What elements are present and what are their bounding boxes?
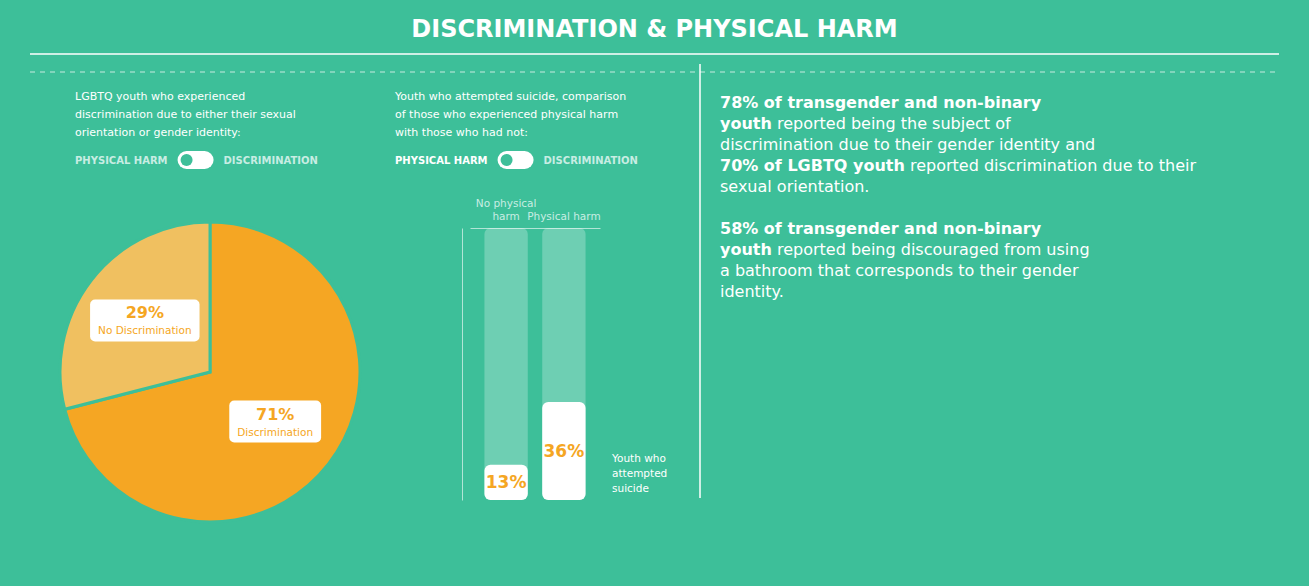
- paragraph-line: youth reported being discouraged from us…: [720, 240, 1090, 259]
- data-label: 13%: [486, 472, 527, 492]
- label-box: [229, 401, 321, 443]
- toggle-label: PHYSICAL HARM: [395, 155, 488, 166]
- toggle-row: PHYSICAL HARM DISCRIMINATION: [75, 151, 318, 169]
- bar-track: [484, 228, 527, 500]
- annotation: youth: [720, 240, 772, 259]
- pie-slice: [60, 222, 210, 409]
- category-label: Discrimination: [237, 426, 313, 438]
- data-label: 36%: [544, 441, 585, 461]
- bars: [484, 228, 585, 500]
- dashed-line: [30, 71, 1279, 72]
- chart-svg: DISCRIMINATION & PHYSICAL HARM LGBTQ yout…: [0, 0, 1309, 586]
- data-label: 71%: [256, 405, 294, 424]
- annotation: 58% of transgender and non-binary: [720, 219, 1042, 238]
- annotation: reported being discouraged from using: [772, 240, 1090, 259]
- toggle-knob: [501, 154, 513, 166]
- tick-label: Physical harm: [527, 210, 601, 222]
- divider-line: [699, 64, 701, 498]
- bar: [542, 402, 585, 500]
- bar-track: [542, 228, 585, 500]
- paragraph-line: youth reported being the subject of: [720, 114, 1011, 133]
- annotation: reported discrimination due to their: [905, 156, 1197, 175]
- annotation: youth: [720, 114, 772, 133]
- axis-label: Youth whoattemptedsuicide: [611, 452, 667, 494]
- paragraph-line: a bathroom that corresponds to their gen…: [720, 261, 1079, 280]
- axis-line: [462, 229, 463, 501]
- toggle-row: PHYSICAL HARM DISCRIMINATION: [395, 151, 638, 169]
- y-axis: [462, 229, 463, 501]
- data-label: 29%: [126, 303, 164, 322]
- pie-label: 71% Discrimination: [229, 401, 321, 443]
- paragraph-line: 70% of LGBTQ youth reported discriminati…: [720, 156, 1196, 175]
- bar: [484, 465, 527, 500]
- background: [0, 0, 1309, 586]
- annotation: reported being the subject of: [772, 114, 1011, 133]
- annotation: a bathroom that corresponds to their gen…: [720, 261, 1079, 280]
- toggle-label: DISCRIMINATION: [224, 155, 318, 166]
- subtitle: LGBTQ youth who experienceddiscriminatio…: [75, 90, 296, 139]
- subtitle: Youth who attempted suicide, comparisono…: [394, 90, 626, 139]
- toggle-pill: [178, 151, 214, 169]
- axis-line: [471, 228, 601, 229]
- toggle-label: PHYSICAL HARM: [75, 155, 168, 166]
- toggle-knob: [181, 154, 193, 166]
- annotation: sexual orientation.: [720, 177, 869, 196]
- toggle-label: DISCRIMINATION: [544, 155, 638, 166]
- paragraph-line: identity.: [720, 282, 784, 301]
- title: DISCRIMINATION & PHYSICAL HARM: [411, 15, 897, 43]
- divider-line: [30, 53, 1279, 55]
- pie: 71% Discrimination 29% No Discrimination: [60, 222, 360, 522]
- paragraph-line: sexual orientation.: [720, 177, 869, 196]
- tick: Physical harm: [527, 210, 601, 228]
- annotation: 78% of transgender and non-binary: [720, 93, 1042, 112]
- paragraph-line: 78% of transgender and non-binary: [720, 93, 1042, 112]
- x-axis: No physicalharmPhysical harm: [471, 197, 601, 229]
- annotation: identity.: [720, 282, 784, 301]
- paragraph-line: discrimination due to their gender ident…: [720, 135, 1095, 154]
- category-label: No Discrimination: [98, 324, 191, 336]
- annotation: 70% of LGBTQ youth: [720, 156, 905, 175]
- label-box: [90, 299, 199, 341]
- paragraph-line: 58% of transgender and non-binary: [720, 219, 1042, 238]
- pie-label: 29% No Discrimination: [90, 299, 199, 341]
- annotation: discrimination due to their gender ident…: [720, 135, 1095, 154]
- toggle-pill: [498, 151, 534, 169]
